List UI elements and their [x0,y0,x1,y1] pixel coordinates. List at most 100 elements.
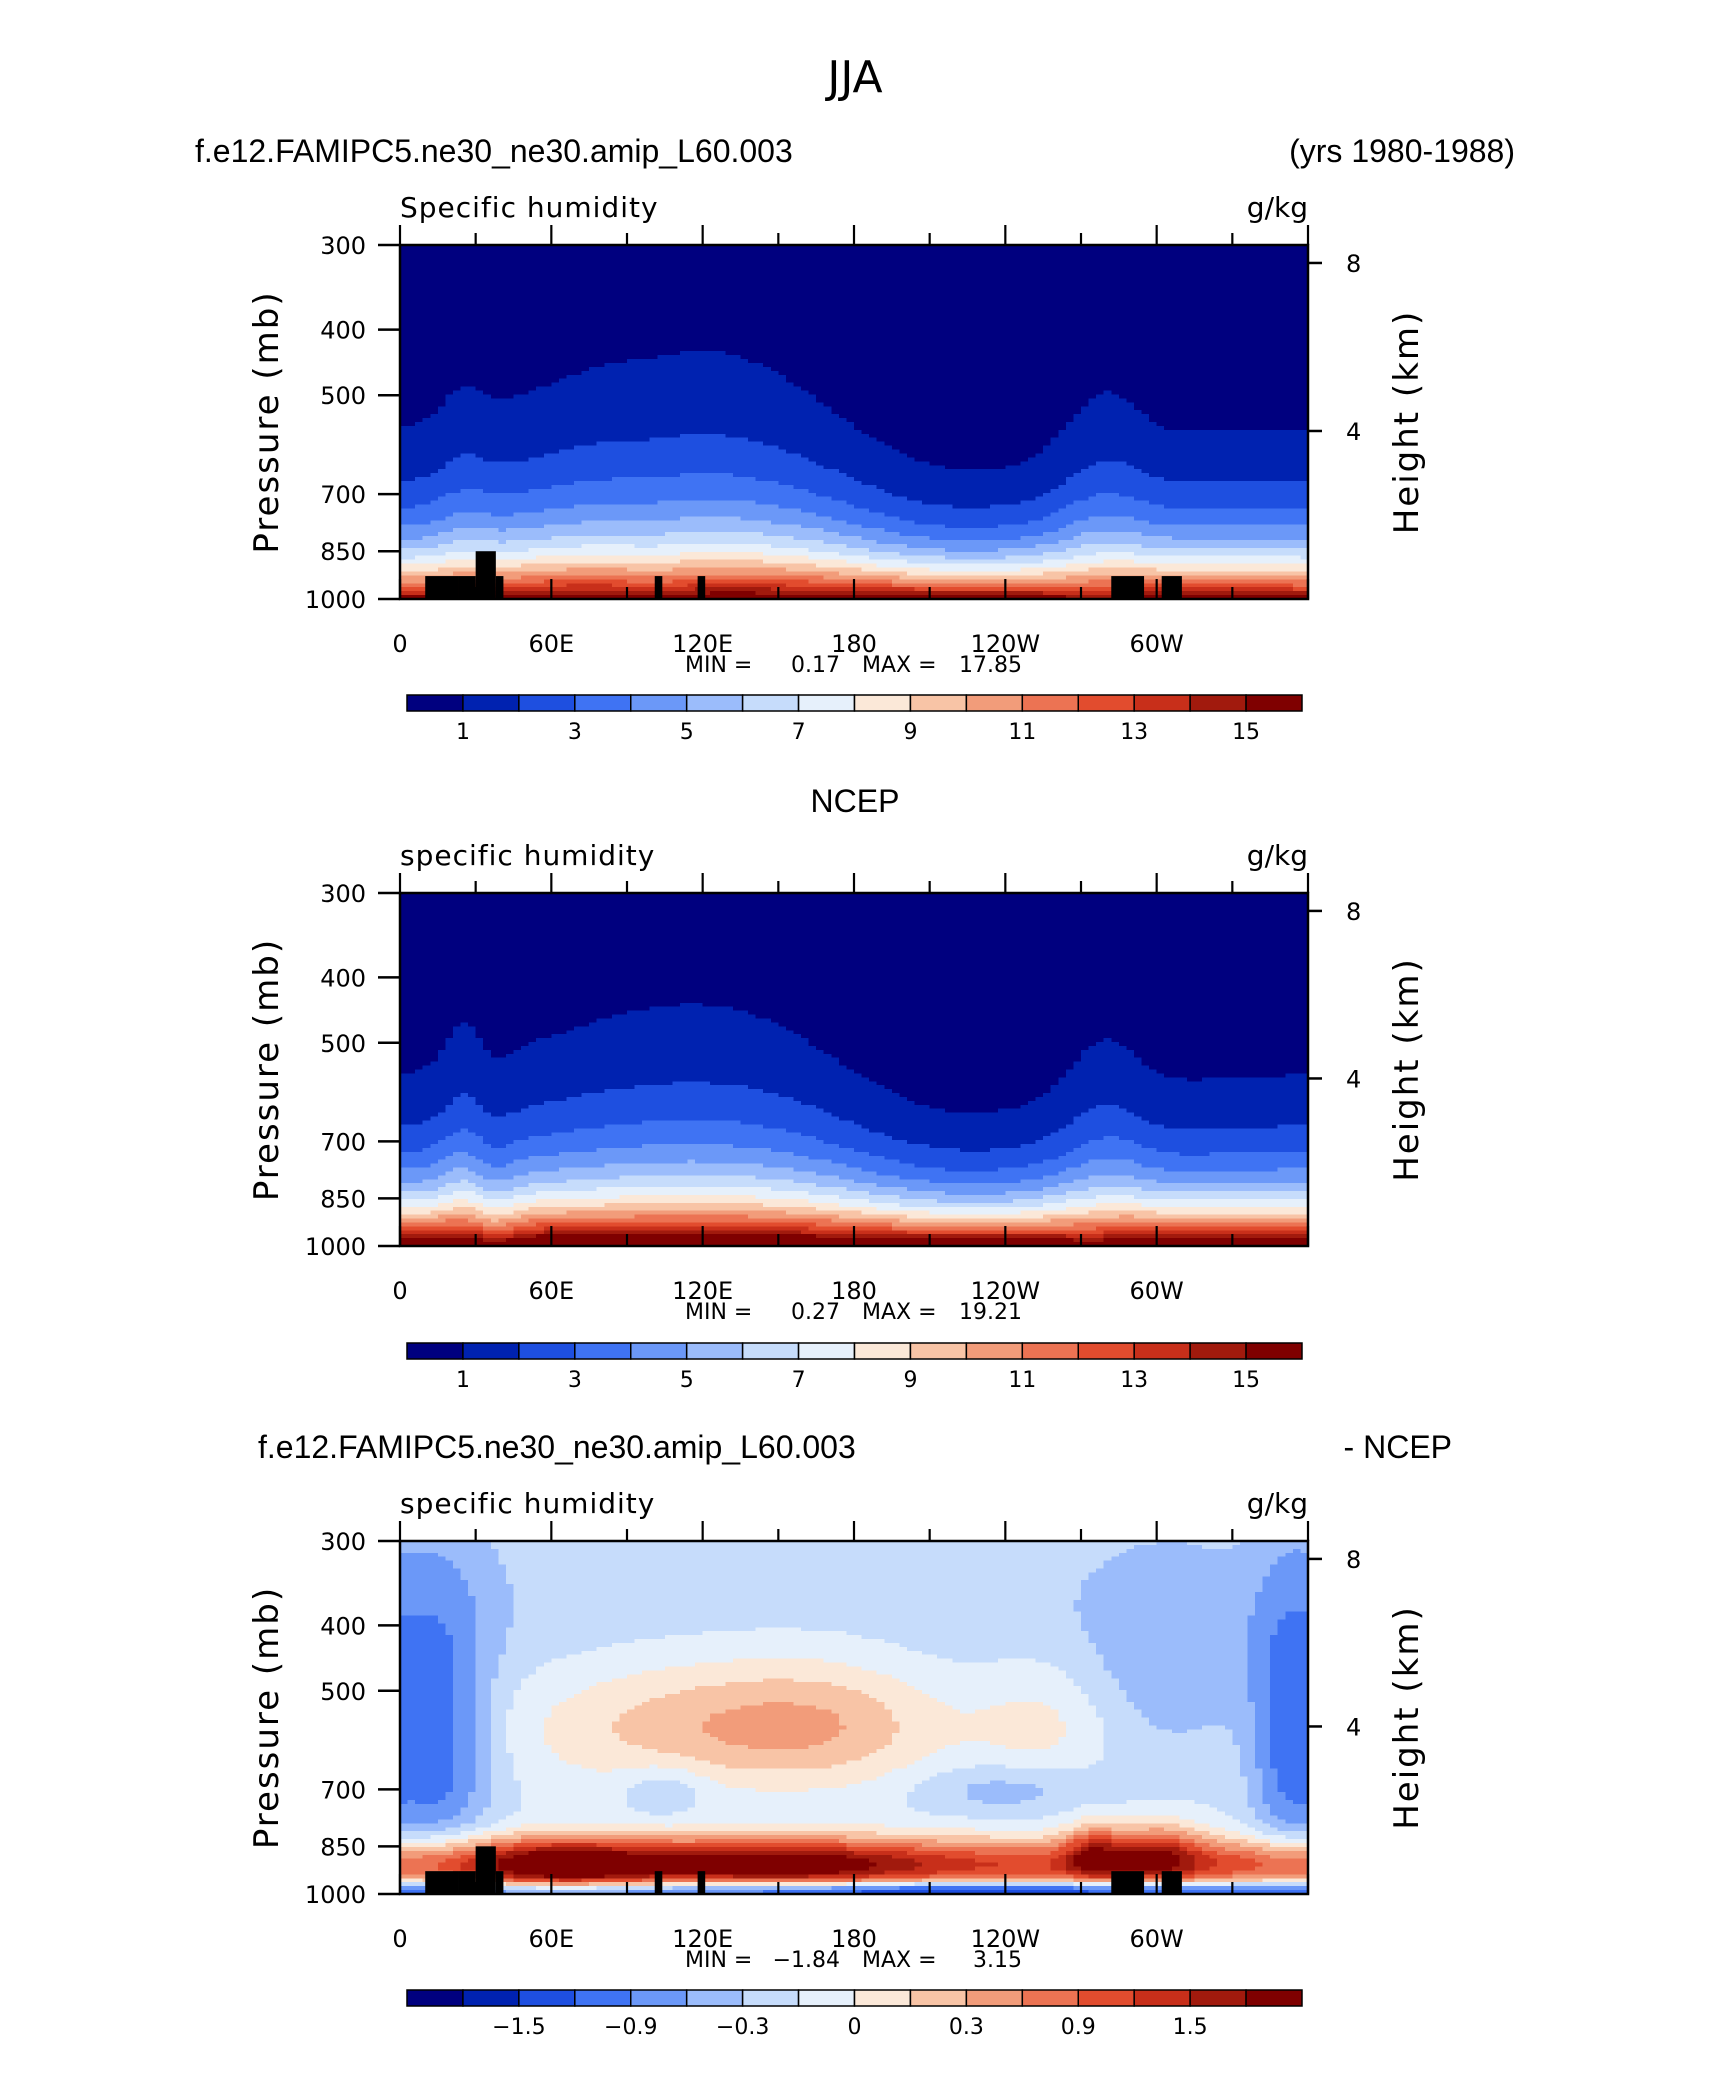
colorbar-label: 13 [1120,720,1148,745]
colorbar-label: 15 [1232,720,1260,745]
colorbar-cell [1134,1990,1190,2006]
pressure-tick-label: 850 [320,538,366,566]
height-tick-label: 4 [1346,1065,1361,1093]
colorbar-cell [910,1343,966,1359]
colorbar-cell [966,1990,1022,2006]
panel-title: specific humidity [400,839,655,872]
colorbar-label: 5 [680,1368,694,1393]
land-mask [655,1871,663,1894]
colorbar-label: 11 [1008,1368,1036,1393]
colorbar-label: −1.5 [492,2015,545,2040]
colorbar-label: 5 [680,720,694,745]
colorbar-cell [1190,1343,1246,1359]
units-label: g/kg [1247,839,1308,872]
colorbar-label: 1 [456,720,470,745]
y-axis-label-right: Height (km) [1387,310,1427,535]
colorbar-cell [1134,695,1190,711]
max-label: MAX = [862,1300,937,1325]
min-label: MIN = [685,653,752,678]
colorbar-label: 3 [568,720,582,745]
colorbar-cell [631,1343,687,1359]
colorbar-cell [1078,695,1134,711]
land-mask [655,576,663,599]
max-value: 19.21 [959,1300,1022,1325]
land-mask [1111,1871,1144,1894]
colorbar-cell [687,695,743,711]
colorbar-cell [407,1343,463,1359]
land-mask [1162,1871,1182,1894]
pressure-tick-label: 400 [320,964,366,992]
colorbar-cell [855,1990,911,2006]
y-axis-label: Pressure (mb) [247,938,287,1201]
colorbar-cell [1190,1990,1246,2006]
min-label: MIN = [685,1300,752,1325]
land-mask [496,576,504,599]
colorbar-label: 15 [1232,1368,1260,1393]
pressure-tick-label: 300 [320,232,366,260]
diff-case-name: f.e12.FAMIPC5.ne30_ne30.amip_L60.003 [258,1429,856,1465]
colorbar-cell [519,1990,575,2006]
max-label: MAX = [862,653,937,678]
colorbar-label: 7 [792,1368,806,1393]
colorbar-label: 3 [568,1368,582,1393]
colorbar-cell [1246,1343,1302,1359]
colorbar-label: 0.9 [1061,2015,1096,2040]
colorbar: 1 3 5 7 9 11 13 15 [407,695,1302,745]
x-tick-label: 60E [528,630,574,658]
colorbar-cell [687,1990,743,2006]
pressure-tick-label: 1000 [305,1881,366,1909]
colorbar-cell [799,1343,855,1359]
colorbar-label: 0.3 [949,2015,984,2040]
colorbar-label: 1.5 [1173,2015,1208,2040]
height-tick-label: 8 [1346,250,1361,278]
height-tick-label: 4 [1346,1713,1361,1741]
colorbar-cell [743,1343,799,1359]
colorbar-cell [966,1343,1022,1359]
units-label: g/kg [1247,1487,1308,1520]
panel-title: specific humidity [400,1487,655,1520]
pressure-tick-label: 850 [320,1833,366,1861]
field-model [400,245,1309,600]
colorbar-cell [1190,695,1246,711]
units-label: g/kg [1247,191,1308,224]
y-axis-label: Pressure (mb) [247,290,287,553]
x-tick-label: 60E [528,1925,574,1953]
land-mask [496,1871,504,1894]
colorbar: 1 3 5 7 9 11 13 15 [407,1343,1302,1393]
colorbar-cell [575,695,631,711]
x-tick-label: 60W [1130,1925,1184,1953]
land-mask [1111,576,1144,599]
pressure-tick-label: 850 [320,1185,366,1213]
colorbar-cell [407,1990,463,2006]
x-tick-label: 0 [392,1925,407,1953]
colorbar-cell [519,1343,575,1359]
height-tick-label: 8 [1346,898,1361,926]
colorbar-cell [1022,695,1078,711]
colorbar-cell [799,1990,855,2006]
min-value: −1.84 [773,1948,840,1973]
diff-suffix: - NCEP [1344,1429,1452,1465]
max-value: 17.85 [959,653,1022,678]
land-mask [698,1871,706,1894]
pressure-tick-label: 500 [320,1678,366,1706]
colorbar-label: −0.9 [604,2015,657,2040]
colorbar-cell [575,1343,631,1359]
y-axis-label: Pressure (mb) [247,1586,287,1849]
colorbar-cell [631,1990,687,2006]
land-mask [476,1846,496,1894]
land-mask [476,551,496,599]
field-obs [400,893,1309,1247]
pressure-tick-label: 700 [320,1128,366,1156]
colorbar-cell [463,695,519,711]
colorbar-cell [407,695,463,711]
land-mask [425,576,458,599]
min-value: 0.27 [791,1300,840,1325]
x-tick-label: 60E [528,1277,574,1305]
years-label: (yrs 1980-1988) [1289,133,1515,169]
min-value: 0.17 [791,653,840,678]
x-tick-label: 0 [392,630,407,658]
land-mask [458,576,476,599]
pressure-tick-label: 1000 [305,586,366,614]
colorbar-cell [743,1990,799,2006]
